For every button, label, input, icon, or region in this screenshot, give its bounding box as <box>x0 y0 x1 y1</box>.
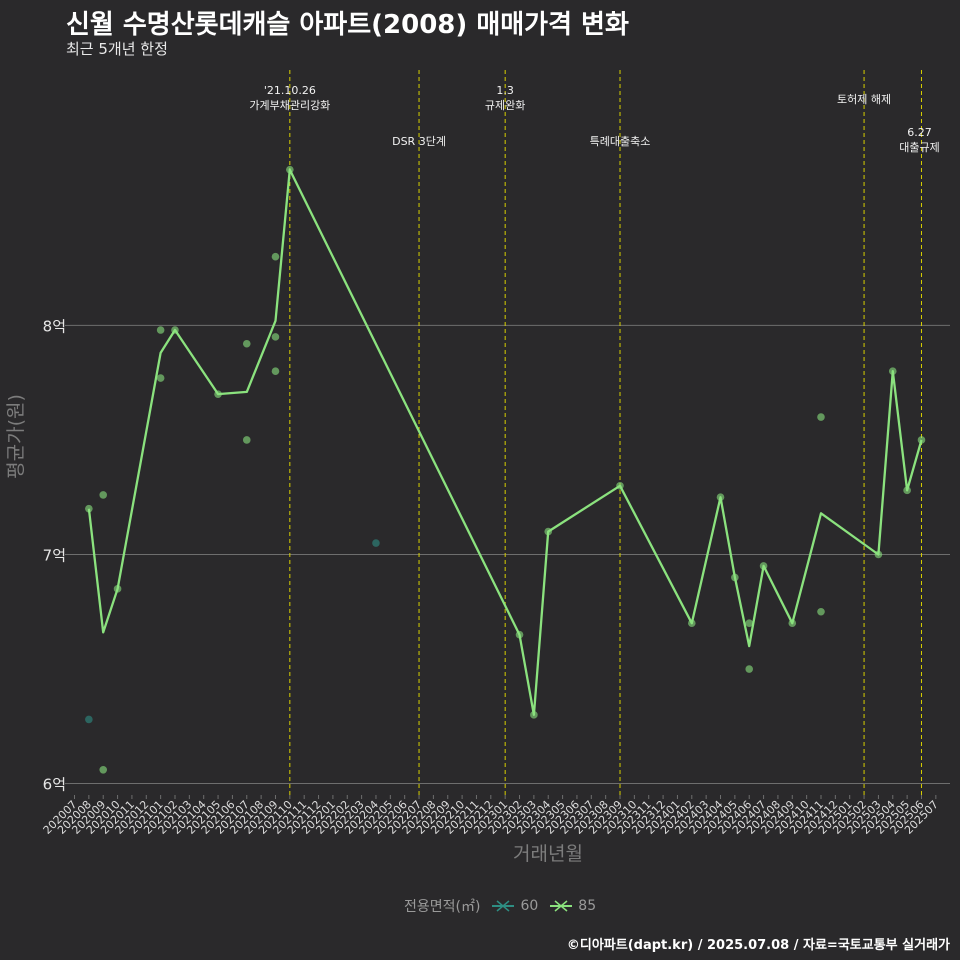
data-point-85 <box>242 436 251 444</box>
data-point-85 <box>156 374 165 382</box>
data-point-85 <box>85 504 93 513</box>
data-point-85 <box>917 436 926 444</box>
data-point-60 <box>372 539 380 547</box>
data-point-85 <box>99 766 108 774</box>
legend-item-85[interactable]: 85 <box>550 898 596 914</box>
chart-title: 신월 수명산롯데캐슬 아파트(2008) 매매가격 변화 <box>66 10 629 40</box>
legend-85-swatch <box>550 900 573 912</box>
event-label: 1.3 <box>496 84 514 97</box>
data-point-85 <box>817 413 825 421</box>
chart-subtitle: 최근 5개년 한정 <box>66 40 168 58</box>
legend: 전용면적(㎡) 60 85 <box>404 896 596 916</box>
line-layer <box>87 168 923 716</box>
legend-60-label: 60 <box>520 898 539 914</box>
event-label: 대출규제 <box>899 141 939 154</box>
x-axis-title: 거래년월 <box>513 843 583 865</box>
event-label: DSR 3단계 <box>392 135 446 148</box>
series-line-85 <box>87 168 923 716</box>
data-point-85 <box>817 607 825 616</box>
event-label: 규제완화 <box>485 99 525 112</box>
event-label: 가계부채관리강화 <box>249 99 330 112</box>
data-point-85 <box>99 491 108 499</box>
y-tick-label: 7억 <box>43 546 66 564</box>
event-label: '21.10.26 <box>264 84 316 97</box>
legend-60-swatch <box>492 900 515 912</box>
data-point-60 <box>85 715 93 724</box>
legend-title: 전용면적(㎡) <box>404 899 481 915</box>
data-point-85 <box>271 367 280 376</box>
data-point-85 <box>745 619 754 628</box>
event-label: 특례대출축소 <box>590 135 651 148</box>
data-point-85 <box>271 333 280 341</box>
source-caption: ©디아파트(dapt.kr) / 2025.07.08 / 자료=국토교통부 실… <box>566 938 950 953</box>
axis-layer: 6억7억8억2020072020082020092020102020112020… <box>5 317 941 865</box>
data-point-85 <box>271 252 280 261</box>
y-tick-label: 8억 <box>43 317 66 335</box>
data-point-85 <box>745 665 754 673</box>
y-tick-label: 6억 <box>43 776 66 794</box>
grid-layer <box>70 324 950 785</box>
event-label: 6.27 <box>907 126 932 139</box>
data-point-85 <box>156 326 165 334</box>
y-axis-title: 평균가(원) <box>5 394 27 479</box>
legend-85-label: 85 <box>578 898 597 914</box>
event-label: 토허제 해제 <box>837 92 891 106</box>
legend-item-60[interactable]: 60 <box>492 898 538 914</box>
data-point-85 <box>242 339 251 348</box>
